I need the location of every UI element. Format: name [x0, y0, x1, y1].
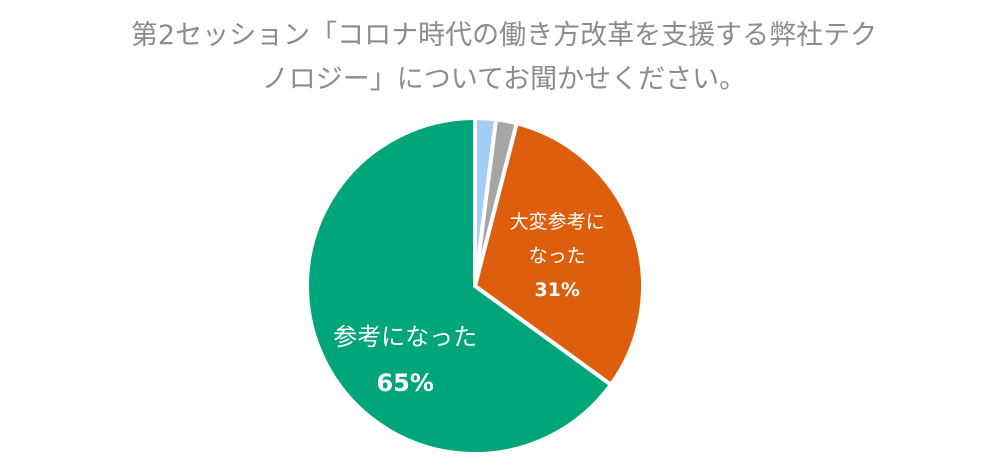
- value-label: 31%: [534, 279, 580, 302]
- pie-slice: [305, 115, 614, 456]
- chart-title: 第2セッション「コロナ時代の働き方改革を支援する弊社テクノロジー」についてお聞か…: [130, 20, 878, 95]
- category-label: 参考になった: [333, 322, 478, 351]
- pie-slice: [472, 120, 645, 388]
- slice-label: 参考になった 65%: [305, 314, 505, 406]
- category-label: 大変参考になった: [509, 211, 605, 268]
- slice-label: 大変参考になった 31%: [507, 205, 607, 307]
- value-label: 65%: [376, 368, 434, 397]
